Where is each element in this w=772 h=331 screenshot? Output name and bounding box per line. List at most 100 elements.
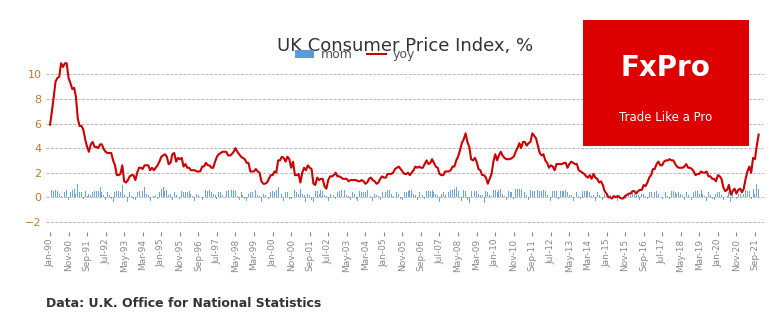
Bar <box>216 197 218 199</box>
Bar <box>684 197 685 200</box>
Bar <box>595 197 596 201</box>
Bar <box>704 196 706 197</box>
Bar <box>524 192 525 197</box>
Bar <box>120 192 121 197</box>
Bar <box>291 197 292 199</box>
Bar <box>717 192 718 197</box>
Bar <box>467 197 468 200</box>
Bar <box>413 194 414 197</box>
Bar <box>712 197 713 199</box>
Title: UK Consumer Price Index, %: UK Consumer Price Index, % <box>277 37 533 55</box>
Bar <box>311 197 312 200</box>
Bar <box>328 197 329 201</box>
Bar <box>90 195 91 197</box>
Bar <box>380 197 381 200</box>
Bar <box>85 191 86 197</box>
Bar <box>554 191 555 197</box>
Bar <box>508 191 509 197</box>
Bar <box>241 192 242 197</box>
Bar <box>502 194 503 197</box>
Bar <box>487 192 488 197</box>
Bar <box>532 191 533 197</box>
Bar <box>393 196 394 197</box>
Bar <box>344 190 345 197</box>
Bar <box>129 192 130 197</box>
Bar <box>496 192 498 197</box>
Bar <box>421 194 422 197</box>
Bar <box>151 192 152 197</box>
Bar <box>561 191 563 197</box>
Bar <box>648 192 650 197</box>
Bar <box>645 196 646 197</box>
Bar <box>107 192 108 197</box>
Bar <box>749 191 750 197</box>
Bar <box>228 190 229 197</box>
Bar <box>225 191 227 197</box>
Bar <box>556 191 557 197</box>
Bar <box>493 190 494 197</box>
Bar <box>385 192 386 197</box>
Bar <box>55 190 56 197</box>
Bar <box>378 196 379 197</box>
Bar <box>710 195 711 197</box>
Bar <box>533 191 534 197</box>
Bar <box>110 197 112 199</box>
Bar <box>315 191 316 197</box>
Bar <box>701 190 702 197</box>
Bar <box>465 191 466 197</box>
Bar <box>639 197 640 200</box>
Bar <box>738 194 739 197</box>
Bar <box>220 192 221 197</box>
Bar <box>185 192 186 197</box>
Bar <box>446 196 448 197</box>
Bar <box>146 194 147 197</box>
Bar <box>689 197 690 199</box>
Bar <box>81 192 82 197</box>
Bar <box>131 196 132 197</box>
Bar <box>183 192 184 197</box>
Bar <box>159 192 160 197</box>
Bar <box>270 192 271 197</box>
Bar <box>591 196 592 197</box>
Bar <box>549 196 550 197</box>
Bar <box>122 185 123 197</box>
Bar <box>294 190 296 197</box>
Bar <box>511 192 513 197</box>
Bar <box>558 197 559 199</box>
Bar <box>72 190 73 197</box>
Bar <box>688 195 689 197</box>
Bar <box>665 192 666 197</box>
Bar <box>313 197 314 202</box>
Bar <box>455 187 457 197</box>
Bar <box>439 197 440 202</box>
Bar <box>70 192 71 197</box>
Bar <box>673 191 674 197</box>
Bar <box>144 187 145 197</box>
Bar <box>161 189 162 197</box>
Bar <box>452 190 453 197</box>
Bar <box>168 195 169 197</box>
Bar <box>742 196 743 197</box>
Bar <box>598 195 600 197</box>
Bar <box>57 191 58 197</box>
Bar <box>713 197 715 200</box>
Bar <box>289 197 290 199</box>
Text: FxPro: FxPro <box>621 54 711 82</box>
Bar <box>303 195 305 197</box>
Bar <box>157 197 158 199</box>
Bar <box>651 192 652 197</box>
Bar <box>608 196 609 197</box>
Bar <box>550 197 551 201</box>
Bar <box>246 197 247 201</box>
Bar <box>142 191 143 197</box>
Bar <box>114 192 115 197</box>
Bar <box>359 191 361 197</box>
Bar <box>94 191 95 197</box>
Bar <box>545 191 546 197</box>
Bar <box>747 191 748 197</box>
Bar <box>282 194 283 197</box>
Bar <box>541 191 542 197</box>
Bar <box>350 197 351 200</box>
Bar <box>320 190 321 197</box>
Bar <box>569 195 570 197</box>
